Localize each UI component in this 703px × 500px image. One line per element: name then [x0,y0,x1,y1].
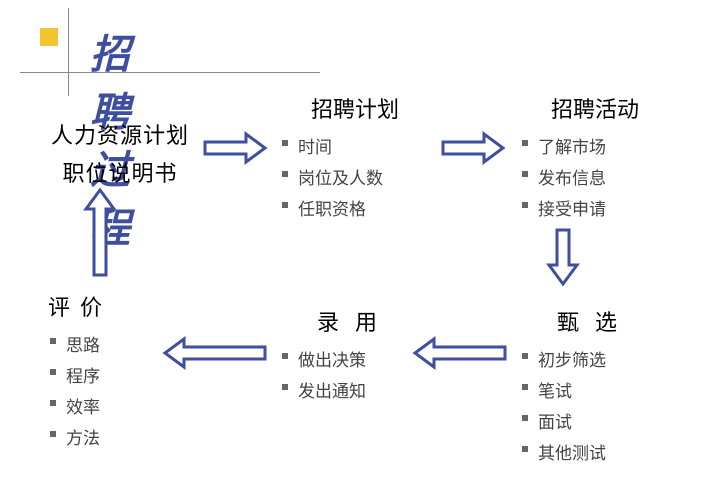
list-item: 发出通知 [280,374,430,405]
list-item: 笔试 [520,374,670,405]
node-selection: 甄选 初步筛选 笔试 面试 其他测试 [520,305,670,467]
list-item: 发布信息 [520,161,670,192]
list-item: 岗位及人数 [280,161,430,192]
node-recruit-plan: 招聘计划 时间 岗位及人数 任职资格 [280,92,430,223]
list-item: 接受申请 [520,192,670,223]
node-eval-heading: 评价 [48,290,168,322]
title-accent-square [40,28,58,46]
arrow-hire-to-eval [160,335,270,371]
node-hire: 录用 做出决策 发出通知 [280,305,430,405]
title-horizontal-rule [20,72,320,73]
list-item: 效率 [48,390,168,421]
node-evaluation: 评价 思路 程序 效率 方法 [48,290,168,452]
list-item: 其他测试 [520,436,670,467]
list-item: 思路 [48,328,168,359]
node-plan-list: 时间 岗位及人数 任职资格 [280,130,430,223]
arrow-hr-to-plan [200,130,270,166]
arrow-activity-to-selection [545,225,581,289]
node-plan-heading: 招聘计划 [280,92,430,124]
node-recruit-activity: 招聘活动 了解市场 发布信息 接受申请 [520,92,670,223]
arrow-eval-to-hr [82,185,118,280]
list-item: 程序 [48,359,168,390]
node-eval-list: 思路 程序 效率 方法 [48,328,168,452]
node-selection-list: 初步筛选 笔试 面试 其他测试 [520,343,670,467]
node-hr-heading2: 职位说明书 [40,156,200,188]
arrow-plan-to-activity [438,130,508,166]
list-item: 面试 [520,405,670,436]
node-hr-plan: 人力资源计划 职位说明书 [40,118,200,194]
list-item: 了解市场 [520,130,670,161]
list-item: 任职资格 [280,192,430,223]
list-item: 初步筛选 [520,343,670,374]
title-vertical-rule [68,8,69,96]
list-item: 方法 [48,421,168,452]
list-item: 时间 [280,130,430,161]
node-hire-list: 做出决策 发出通知 [280,343,430,405]
arrow-selection-to-hire [410,335,510,371]
node-selection-heading: 甄选 [520,305,670,337]
node-hr-heading1: 人力资源计划 [40,118,200,150]
node-activity-list: 了解市场 发布信息 接受申请 [520,130,670,223]
list-item: 做出决策 [280,343,430,374]
node-activity-heading: 招聘活动 [520,92,670,124]
node-hire-heading: 录用 [280,305,430,337]
